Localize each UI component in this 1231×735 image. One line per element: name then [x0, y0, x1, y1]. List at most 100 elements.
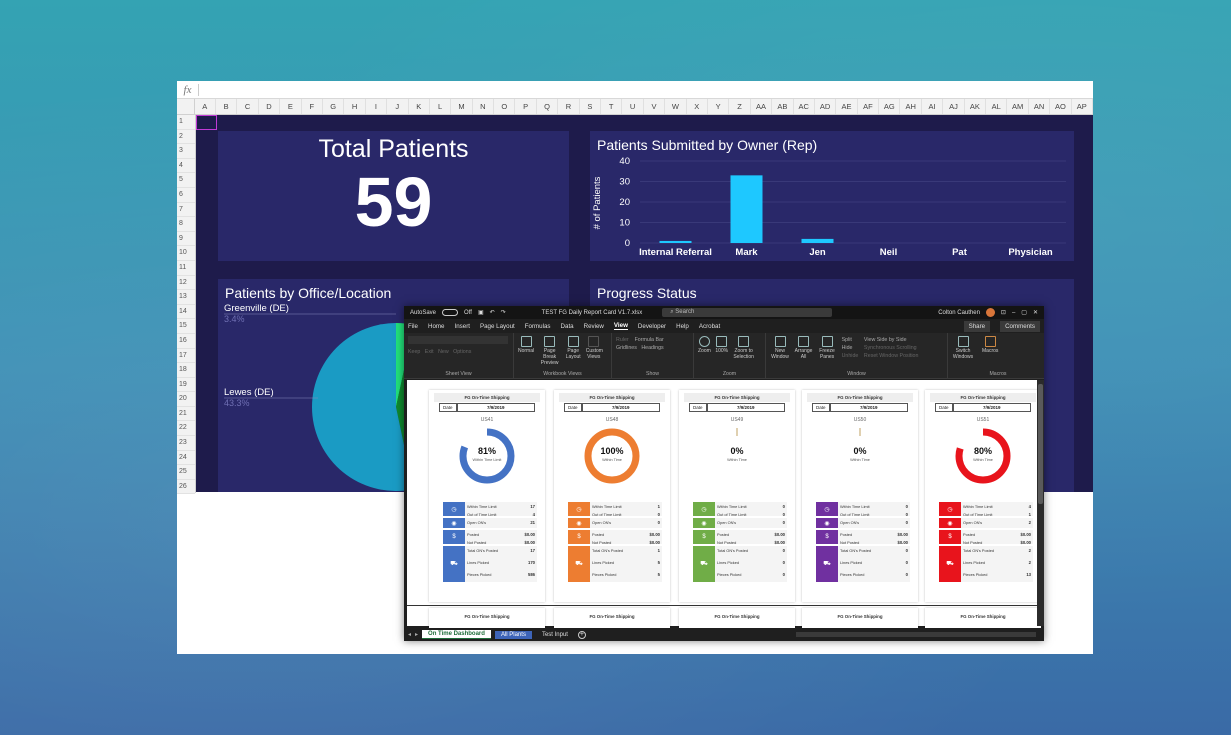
macros-button[interactable]: Macros — [982, 336, 998, 354]
row-header[interactable]: 6 — [177, 188, 195, 203]
column-header[interactable]: V — [644, 99, 666, 114]
share-button[interactable]: Share — [963, 320, 991, 332]
column-header[interactable]: AP — [1072, 99, 1093, 114]
row-header[interactable]: 8 — [177, 217, 195, 232]
redo-icon[interactable]: ↷ — [500, 310, 506, 316]
column-header[interactable]: L — [430, 99, 452, 114]
exit-button[interactable]: Exit — [424, 349, 434, 355]
new-window-button[interactable]: New Window — [770, 336, 790, 360]
menu-item-developer[interactable]: Developer — [637, 322, 667, 330]
column-header[interactable]: AA — [751, 99, 773, 114]
column-header[interactable]: O — [494, 99, 516, 114]
column-header[interactable]: F — [302, 99, 323, 114]
tab-next-icon[interactable]: ▸ — [415, 632, 419, 638]
custom-views-button[interactable]: Custom Views — [586, 336, 603, 360]
row-header[interactable]: 3 — [177, 144, 195, 159]
page-layout-button[interactable]: Page Layout — [565, 336, 581, 360]
row-header[interactable]: 11 — [177, 261, 195, 276]
menu-item-home[interactable]: Home — [427, 322, 445, 330]
new-button[interactable]: New — [438, 349, 449, 355]
row-header[interactable]: 23 — [177, 436, 195, 451]
column-header[interactable]: T — [601, 99, 623, 114]
gridlines-checkbox[interactable]: Gridlines — [616, 345, 637, 351]
column-header[interactable]: E — [280, 99, 302, 114]
search-box[interactable]: ⌕ Search — [662, 308, 833, 317]
column-header[interactable]: G — [323, 99, 345, 114]
menu-item-file[interactable]: File — [408, 322, 418, 330]
menu-item-view[interactable]: View — [613, 322, 628, 330]
row-header[interactable]: 24 — [177, 451, 195, 466]
column-header[interactable]: P — [515, 99, 537, 114]
column-header[interactable]: J — [387, 99, 409, 114]
column-header[interactable]: AO — [1050, 99, 1072, 114]
column-header[interactable]: AG — [879, 99, 901, 114]
column-header[interactable]: AM — [1007, 99, 1029, 114]
options-button[interactable]: Options — [453, 349, 472, 355]
add-sheet-icon[interactable]: + — [577, 630, 586, 639]
freeze-panes-button[interactable]: Freeze Panes — [817, 336, 837, 360]
avatar[interactable] — [985, 308, 995, 317]
row-header[interactable]: 5 — [177, 173, 195, 188]
menu-item-review[interactable]: Review — [583, 322, 604, 330]
column-header[interactable]: X — [687, 99, 708, 114]
tab-test-input[interactable]: Test Input — [541, 631, 568, 638]
row-header[interactable]: 2 — [177, 130, 195, 145]
row-header[interactable]: 20 — [177, 392, 195, 407]
column-header[interactable]: R — [558, 99, 580, 114]
hide-button[interactable]: Hide — [841, 345, 853, 351]
column-header[interactable]: N — [473, 99, 495, 114]
row-header[interactable]: 19 — [177, 378, 195, 393]
tab-on-time-dashboard[interactable]: On Time Dashboard — [422, 630, 491, 639]
column-header[interactable]: AH — [900, 99, 922, 114]
keep-button[interactable]: Keep — [408, 349, 421, 355]
unhide-button[interactable]: Unhide — [841, 353, 859, 359]
row-header[interactable]: 18 — [177, 363, 195, 378]
menu-item-data[interactable]: Data — [560, 322, 574, 330]
menu-item-formulas[interactable]: Formulas — [524, 322, 551, 330]
column-header[interactable]: A — [195, 99, 216, 114]
tab-all-plants[interactable]: All Plants — [494, 630, 532, 639]
comments-button[interactable]: Comments — [1000, 320, 1040, 332]
column-header[interactable]: AI — [922, 99, 944, 114]
row-header[interactable]: 17 — [177, 349, 195, 364]
menu-item-page-layout[interactable]: Page Layout — [479, 322, 515, 330]
row-header[interactable]: 15 — [177, 319, 195, 334]
row-header[interactable]: 10 — [177, 246, 195, 261]
sheet-view-dropdown[interactable] — [408, 336, 508, 344]
menu-item-acrobat[interactable]: Acrobat — [698, 322, 721, 330]
switch-windows-button[interactable]: Switch Windows — [952, 336, 974, 360]
column-header[interactable]: U — [622, 99, 644, 114]
formula-bar-checkbox[interactable]: Formula Bar — [634, 337, 664, 343]
column-header[interactable]: K — [409, 99, 430, 114]
normal-view-button[interactable]: Normal — [518, 336, 534, 354]
formula-bar[interactable]: fx — [177, 81, 1093, 99]
column-header[interactable]: I — [366, 99, 388, 114]
row-header[interactable]: 21 — [177, 407, 195, 422]
row-header[interactable]: 7 — [177, 203, 195, 218]
ruler-checkbox[interactable]: Ruler — [616, 337, 629, 343]
tab-prev-icon[interactable]: ◂ — [408, 632, 412, 638]
split-button[interactable]: Split — [841, 337, 852, 343]
maximize-icon[interactable]: ▢ — [1021, 310, 1027, 316]
arrange-all-button[interactable]: Arrange All — [795, 336, 813, 360]
minimize-icon[interactable]: – — [1011, 309, 1016, 316]
column-header[interactable]: B — [216, 99, 238, 114]
selected-cell[interactable] — [196, 115, 217, 130]
zoom-selection-button[interactable]: Zoom to Selection — [733, 336, 755, 360]
column-header[interactable]: S — [580, 99, 602, 114]
page-break-button[interactable]: Page Break Preview — [539, 336, 561, 366]
row-header[interactable]: 25 — [177, 465, 195, 480]
row-header[interactable]: 22 — [177, 421, 195, 437]
column-header[interactable]: AC — [794, 99, 815, 114]
menu-item-help[interactable]: Help — [676, 322, 689, 330]
row-header[interactable]: 12 — [177, 276, 195, 291]
scroll-thumb[interactable] — [1038, 384, 1043, 504]
column-header[interactable]: Z — [729, 99, 751, 114]
menu-item-insert[interactable]: Insert — [454, 322, 470, 330]
column-header[interactable]: M — [451, 99, 473, 114]
reset-window-button[interactable]: Reset Window Position — [863, 353, 919, 359]
headings-checkbox[interactable]: Headings — [641, 345, 664, 351]
column-header[interactable]: AK — [965, 99, 987, 114]
row-header[interactable]: 13 — [177, 290, 195, 305]
sync-scrolling-button[interactable]: Synchronous Scrolling — [863, 345, 917, 351]
